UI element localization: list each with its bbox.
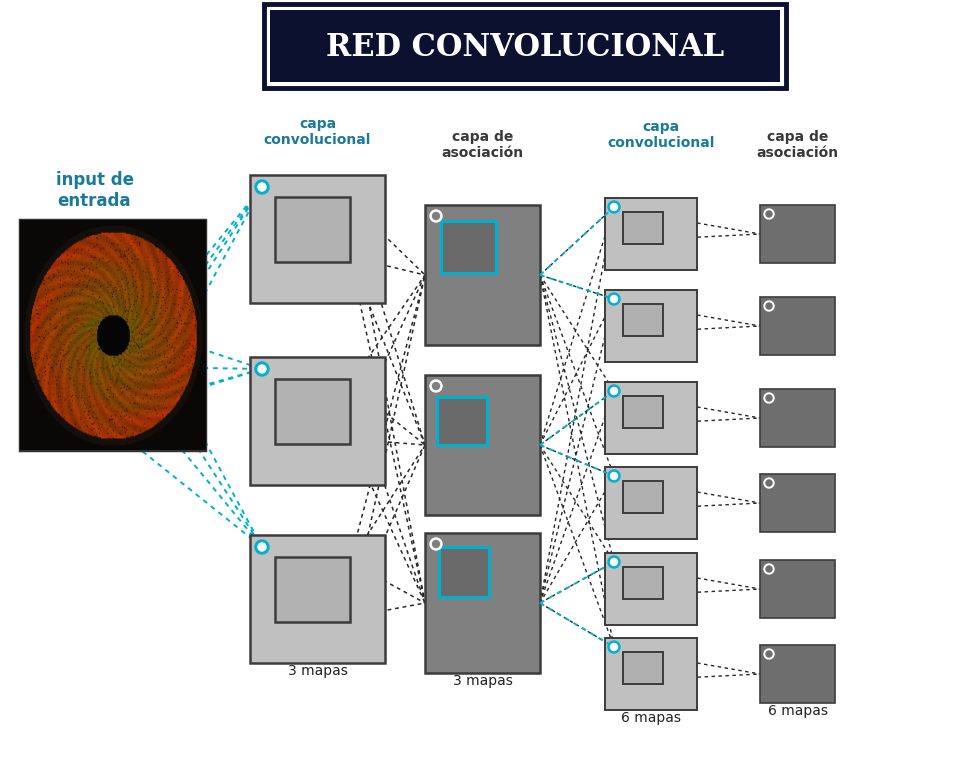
Bar [605,553,697,625]
Circle shape [608,470,620,482]
Bar [623,567,663,599]
Bar [275,379,350,444]
Bar [623,652,663,684]
Circle shape [764,649,774,659]
Circle shape [432,382,439,389]
Bar [760,297,835,355]
Circle shape [766,303,772,309]
Bar [623,396,663,428]
Circle shape [764,478,774,488]
Bar [441,221,496,273]
Bar [760,560,835,618]
Bar [623,212,663,244]
Circle shape [430,210,442,222]
Circle shape [766,651,772,657]
Bar [275,197,350,262]
Circle shape [611,558,617,565]
Circle shape [764,209,774,219]
Circle shape [608,556,620,568]
Text: input de
entrada: input de entrada [56,171,134,210]
Bar [250,357,385,485]
Text: 6 mapas: 6 mapas [768,704,827,718]
Bar [760,205,835,263]
Bar [250,175,385,303]
Circle shape [766,480,772,486]
Bar [20,220,205,450]
Bar [605,198,697,270]
Bar [605,382,697,454]
Circle shape [258,543,266,551]
Circle shape [255,362,269,376]
Circle shape [258,365,266,373]
Bar [623,304,663,336]
Text: capa de
asociación: capa de asociación [757,129,839,160]
Circle shape [611,204,617,211]
Bar [50,320,145,415]
Bar [760,389,835,447]
Text: 6 mapas: 6 mapas [621,711,681,725]
Circle shape [608,201,620,213]
Circle shape [608,293,620,305]
Circle shape [255,540,269,554]
Bar [425,533,540,673]
Circle shape [611,643,617,650]
Circle shape [764,564,774,574]
Circle shape [608,385,620,397]
Text: 3 mapas: 3 mapas [453,674,512,688]
Bar [250,535,385,663]
Bar [439,547,489,597]
Bar [425,375,540,515]
Bar [623,481,663,513]
Circle shape [255,180,269,194]
Bar [760,645,835,703]
Text: capa
convolucional: capa convolucional [264,116,371,147]
Bar [760,474,835,532]
Circle shape [608,641,620,653]
Circle shape [766,395,772,401]
Circle shape [766,566,772,572]
Text: capa de
asociación: capa de asociación [441,129,524,160]
Text: capa
convolucional: capa convolucional [608,119,715,150]
Bar [605,638,697,710]
Text: RED CONVOLUCIONAL: RED CONVOLUCIONAL [325,31,724,63]
Bar [425,205,540,345]
Circle shape [611,388,617,394]
Circle shape [611,296,617,303]
Bar [605,467,697,539]
Bar [605,290,697,362]
Bar [437,397,487,445]
Circle shape [430,538,442,550]
Circle shape [766,211,772,217]
Circle shape [432,212,439,220]
Bar [275,557,350,622]
Circle shape [258,183,266,191]
Bar [270,10,780,82]
Bar [264,4,786,88]
Circle shape [611,473,617,480]
Circle shape [764,301,774,311]
Circle shape [430,380,442,392]
Circle shape [432,541,439,548]
Circle shape [764,393,774,403]
Text: 3 mapas: 3 mapas [288,664,348,678]
